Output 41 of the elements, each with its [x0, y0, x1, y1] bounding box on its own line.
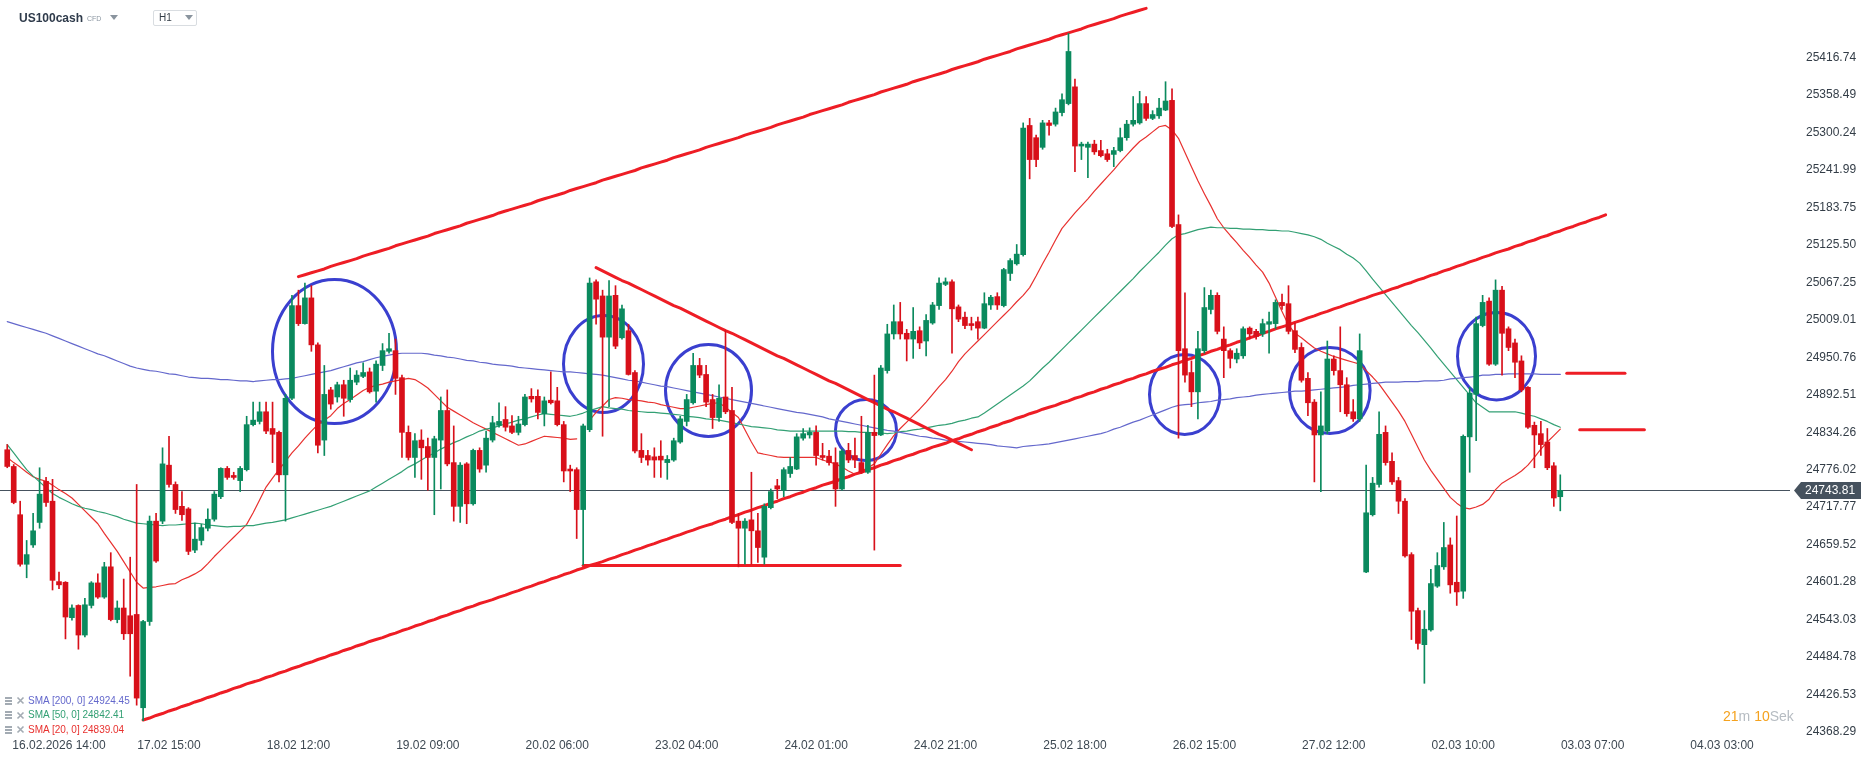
- x-tick-label: 24.02 21:00: [913, 737, 978, 752]
- annotation: 21m 10Sek: [1723, 708, 1794, 724]
- x-tick-label: 03.03 07:00: [1560, 737, 1625, 752]
- y-tick-label: 24543.03: [1806, 611, 1857, 626]
- text: SMA [20, 0] 24839.04: [28, 722, 125, 737]
- x-tick-label: 27.02 12:00: [1302, 737, 1366, 752]
- x-tick-label: 20.02 06:00: [525, 737, 590, 752]
- y-tick-label: 25416.74: [1806, 49, 1857, 64]
- y-tick-label: 24892.51: [1806, 387, 1857, 402]
- x-tick-label: 25.02 18:00: [1043, 737, 1107, 752]
- x-tick-label: 04.03 03:00: [1690, 737, 1755, 752]
- text: SMA [200, 0] 24924.45: [28, 693, 130, 708]
- x-tick-label: 17.02 15:00: [137, 737, 202, 752]
- x-tick-label: 26.02 15:00: [1172, 737, 1237, 752]
- x-tick-label: 24.02 01:00: [784, 737, 849, 752]
- y-tick-label: 24950.76: [1806, 349, 1857, 364]
- ref-line-label: 24743.81: [1805, 483, 1856, 498]
- y-tick-label: 25241.99: [1806, 162, 1857, 177]
- select-field: H1: [153, 10, 197, 26]
- y-tick-label: 24776.02: [1806, 461, 1857, 476]
- x-tick-label: 19.02 09:00: [396, 737, 460, 752]
- y-tick-label: 24484.78: [1806, 649, 1857, 664]
- y-tick-label: 24601.28: [1806, 574, 1857, 589]
- y-tick-label: 24659.52: [1806, 536, 1857, 551]
- y-tick-label: 25067.25: [1806, 274, 1857, 289]
- y-tick-label: 24834.26: [1806, 424, 1857, 439]
- y-tick-label: 24717.77: [1806, 499, 1857, 514]
- text: SMA [50, 0] 24842.41: [28, 708, 125, 722]
- x-tick-label: 18.02 12:00: [266, 737, 331, 752]
- y-tick-label: 25358.49: [1806, 87, 1857, 102]
- y-tick-label: 25009.01: [1806, 312, 1857, 327]
- y-tick-label: 25125.50: [1806, 237, 1857, 252]
- annotation: H1: [159, 12, 172, 24]
- y-tick-label: 25300.24: [1806, 124, 1857, 139]
- x-tick-label: 02.03 10:00: [1431, 737, 1496, 752]
- y-tick-label: 24368.29: [1806, 724, 1857, 739]
- x-tick-label: 16.02.2026 14:00: [12, 737, 107, 752]
- text: US100cash: [19, 11, 84, 25]
- y-tick-label: 25183.75: [1806, 199, 1857, 214]
- y-tick-label: 24426.53: [1806, 686, 1857, 701]
- x-tick-label: 23.02 04:00: [654, 737, 719, 752]
